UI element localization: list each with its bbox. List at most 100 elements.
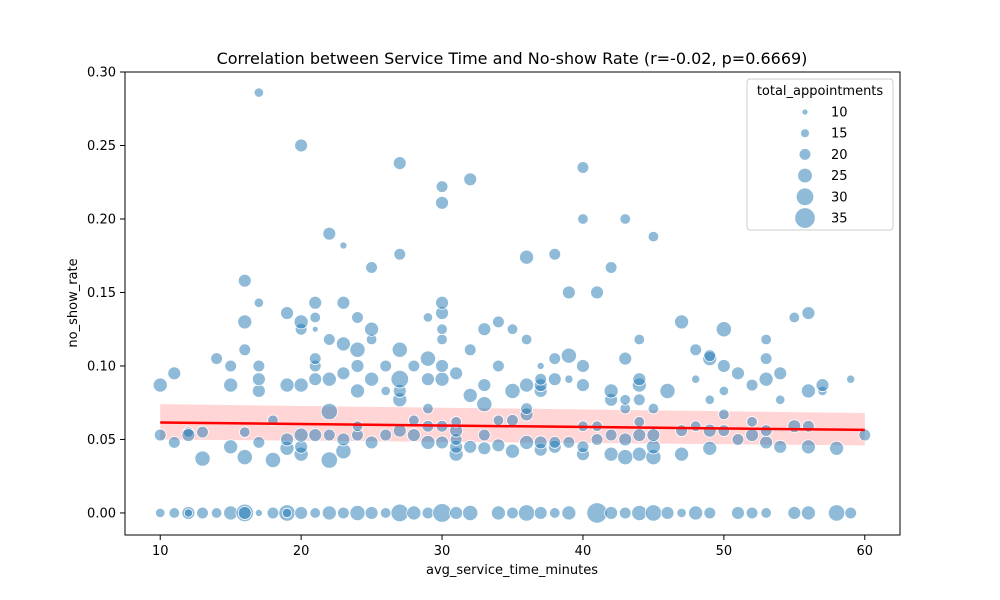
legend-label: 20 [831,148,848,163]
data-point [619,213,631,225]
data-point [533,435,548,450]
data-point [716,359,731,373]
y-tick-label: 0.05 [87,433,116,448]
legend-label: 15 [831,127,848,142]
x-tick-label: 40 [575,544,592,559]
data-point [506,414,519,427]
data-point [549,507,561,519]
data-point [293,427,309,443]
data-point [633,333,646,346]
legend-label: 10 [831,106,848,121]
data-point [236,449,253,466]
data-point [618,351,633,366]
data-point [576,359,590,373]
data-point [691,374,701,384]
data-point [380,385,391,397]
data-point [745,378,759,392]
data-point [504,382,521,399]
data-point [476,396,493,413]
data-point [463,439,478,454]
data-point [210,352,223,365]
data-point [633,393,646,407]
data-point [800,505,816,521]
data-point [420,434,436,450]
data-point [406,505,422,521]
data-point [238,343,252,357]
legend-marker [797,167,813,184]
data-point [293,314,309,330]
data-point [335,336,351,352]
data-point [153,428,167,442]
data-point [167,366,182,381]
data-point [491,438,506,453]
data-point [322,226,337,241]
data-point [392,156,407,171]
data-point [223,439,239,455]
x-tick-label: 50 [716,544,733,559]
data-point [520,333,533,346]
data-point [561,505,577,521]
data-point [702,440,718,456]
data-point [674,314,690,330]
y-tick-label: 0.25 [87,139,116,154]
data-point [688,505,704,521]
data-point [422,312,434,323]
data-point [308,295,323,310]
legend-entries: 10 15 20 25 30 35 [794,106,848,229]
data-point [279,377,295,393]
legend-marker [800,128,810,139]
data-point [490,505,506,521]
data-point [435,195,449,210]
y-tick-label: 0.20 [87,212,116,227]
data-point [168,507,181,519]
data-point [254,508,263,517]
x-tick-label: 60 [856,544,873,559]
data-point [560,347,577,364]
data-point [435,435,449,450]
data-point [731,433,745,446]
data-point [519,249,535,265]
data-point [449,366,464,381]
data-point [647,230,660,243]
data-point [364,321,380,337]
data-point [703,506,717,520]
data-point [603,446,619,462]
data-point [717,424,731,437]
data-point [379,428,392,442]
data-point [618,432,633,447]
data-point [183,508,193,518]
data-point [815,378,830,392]
data-point [745,506,759,520]
data-point [434,371,450,387]
data-point [564,374,574,384]
data-point [718,385,730,397]
data-point [829,440,845,456]
data-point [181,428,196,442]
data-point [264,451,281,469]
data-point [773,366,788,381]
data-point [492,315,505,329]
data-point [715,321,732,338]
data-point [604,428,618,442]
data-point [351,311,364,324]
data-point [674,446,690,462]
data-point [617,449,634,466]
data-point [223,377,239,393]
data-point [321,371,337,387]
legend-label: 30 [831,190,848,205]
data-point [536,361,545,370]
x-axis-ticks: 10 20 30 40 50 60 [152,535,873,559]
data-point [506,323,519,335]
regression-layer [160,421,865,432]
data-point [604,506,619,520]
data-point [168,436,181,449]
data-point [350,359,365,373]
data-point [237,314,253,330]
data-point [702,423,717,438]
data-point [759,424,773,437]
data-point [576,378,590,392]
data-point [379,359,392,373]
data-point [787,506,802,520]
data-point [463,343,477,357]
data-point [478,428,491,442]
